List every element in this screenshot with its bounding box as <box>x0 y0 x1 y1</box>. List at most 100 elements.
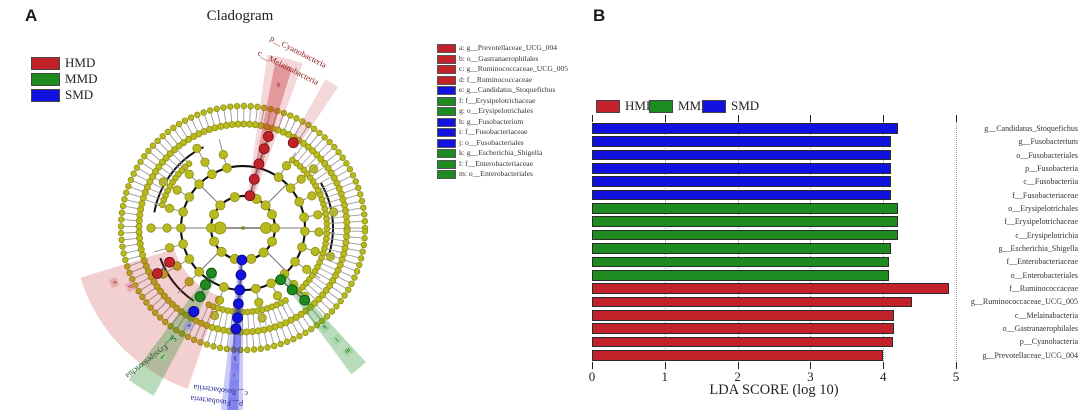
taxa-legend-item: l: f__Enterobacteriaceae <box>437 158 607 169</box>
svg-text:f: f <box>159 352 165 360</box>
legend-label: SMD <box>731 98 760 113</box>
wedge-marker: m <box>342 345 354 357</box>
taxa-label: l: f__Enterobacteriaceae <box>459 158 533 168</box>
taxa-color-chip <box>437 138 456 148</box>
lda-bar <box>592 163 891 174</box>
taxa-color-chip <box>437 117 456 127</box>
bar-taxon-label: f__Erysipelotrichaceae <box>1004 217 1078 227</box>
axis-tick-label: 2 <box>734 369 741 384</box>
svg-text:k: k <box>320 323 328 331</box>
legend-color-chip <box>31 73 60 86</box>
svg-text:j: j <box>232 387 235 394</box>
bar-taxon-label: f__Fusobacteriaceae <box>1012 190 1078 200</box>
lda-bar <box>592 176 891 188</box>
bar-taxon-label: o__Gastranaerophilales <box>1002 324 1078 334</box>
axis-tick-label: 3 <box>807 369 814 384</box>
taxa-label: a: g__Prevotellaceae_UCG_004 <box>459 43 558 52</box>
bar-taxon-label: p__Cyanobacteria <box>1019 337 1078 347</box>
axis-tick-bottom <box>664 362 666 369</box>
lda-bar <box>592 149 891 161</box>
wedge-marker: i <box>229 371 239 380</box>
taxa-legend-item: c: g__Ruminococcaceae_UCG_005 <box>437 65 607 74</box>
svg-text:b: b <box>276 81 281 89</box>
axis-tick-bottom <box>737 362 739 369</box>
taxa-legend-item: j: o__Fusobacteriales <box>437 137 607 148</box>
gridline <box>737 122 739 363</box>
gridline <box>810 122 812 363</box>
legend-label: HMD <box>65 55 96 70</box>
legend-label: MMD <box>65 71 98 86</box>
taxa-legend-item: m: o__Enterobacteriales <box>437 170 607 179</box>
lda-bar <box>592 336 893 348</box>
taxa-label: b: o__Gastranaerophilales <box>459 53 539 63</box>
taxa-color-chip <box>437 65 456 74</box>
taxa-color-chip <box>437 170 456 179</box>
lda-bar <box>592 189 891 201</box>
wedge-marker: b <box>273 79 284 90</box>
taxa-label: d: f__Ruminococcaceae <box>459 74 533 84</box>
taxa-color-chip <box>437 75 456 85</box>
wedge-marker: a <box>109 277 120 289</box>
taxa-color-chip <box>437 86 456 95</box>
bar-taxon-label: g__Escherichia_Shigella <box>998 243 1078 253</box>
wedge-marker: h <box>230 354 240 363</box>
legend-color-chip <box>649 100 673 113</box>
lda-bar <box>592 309 895 321</box>
taxa-color-chip <box>437 128 456 137</box>
axis-tick-top <box>956 115 957 122</box>
lda-bar <box>592 323 895 334</box>
legend-label: HMD <box>625 98 656 113</box>
svg-text:g: g <box>168 334 175 342</box>
cladogram-taxa-legend: a: g__Prevotellaceae_UCG_004 b: o__Gastra… <box>437 44 607 194</box>
bar-taxon-label: f__Ruminococcaceae <box>1009 284 1078 293</box>
taxa-legend-item: g: o__Erysipelotrichales <box>437 107 607 116</box>
panel-b-label: B <box>593 6 606 25</box>
taxa-color-chip <box>437 96 456 106</box>
axis-tick-bottom <box>592 362 593 369</box>
axis-tick-top <box>737 115 739 122</box>
wedge-marker: j <box>228 387 238 396</box>
taxa-color-chip <box>437 159 456 169</box>
taxa-label: g: o__Erysipelotrichales <box>459 106 534 115</box>
legend-color-chip <box>596 100 620 113</box>
svg-text:i: i <box>233 371 235 378</box>
axis-tick-top <box>664 115 666 122</box>
x-axis-title: LDA SCORE (log 10) <box>709 382 839 398</box>
lda-bar <box>592 269 889 281</box>
cladogram-title: Cladogram <box>206 8 274 24</box>
legend-color-chip <box>31 57 60 70</box>
wedge-marker: e <box>183 320 195 332</box>
lda-bar <box>592 349 884 361</box>
axis-tick-top <box>810 115 812 122</box>
taxa-color-chip <box>437 149 456 158</box>
taxa-legend-item: d: f__Ruminococcaceae <box>437 74 607 85</box>
bar-taxon-label: g__Ruminococcaceae_UCG_005 <box>970 297 1078 307</box>
wedge-marker: d <box>125 281 136 293</box>
wedge-marker: g <box>165 333 177 345</box>
lda-bar <box>592 296 913 308</box>
taxa-legend-item: k: g__Escherichia_Shigella <box>437 149 607 158</box>
bar-taxon-label: o__Erysipelotrichales <box>1008 203 1078 213</box>
lda-bar <box>592 216 898 228</box>
lda-bar <box>592 123 898 134</box>
axis-tick-label: 4 <box>879 369 887 384</box>
taxa-label: j: o__Fusobacteriales <box>459 137 524 147</box>
axis-tick-bottom <box>810 362 812 369</box>
lda-bar <box>592 136 891 147</box>
svg-text:l: l <box>333 336 339 343</box>
svg-text:d: d <box>127 283 135 290</box>
taxa-label: m: o__Enterobacteriales <box>459 169 534 178</box>
bar-taxon-label: p__Fusobacteria <box>1025 163 1078 173</box>
taxa-color-chip <box>437 44 456 53</box>
bar-taxon-label: f__Enterobacteriaceae <box>1006 257 1078 267</box>
bar-taxon-label: g__Fusobacterium <box>1018 137 1078 147</box>
axis-tick-label: 1 <box>661 369 669 384</box>
svg-text:h: h <box>232 354 236 361</box>
taxa-legend-item: f: f__Erysipelotrichaceae <box>437 96 607 106</box>
svg-text:a: a <box>111 280 119 285</box>
bar-taxon-label: c__Fusobacteriia <box>1023 177 1078 187</box>
gridline <box>956 122 957 363</box>
svg-text:m: m <box>343 346 351 355</box>
lda-bar <box>592 283 949 294</box>
